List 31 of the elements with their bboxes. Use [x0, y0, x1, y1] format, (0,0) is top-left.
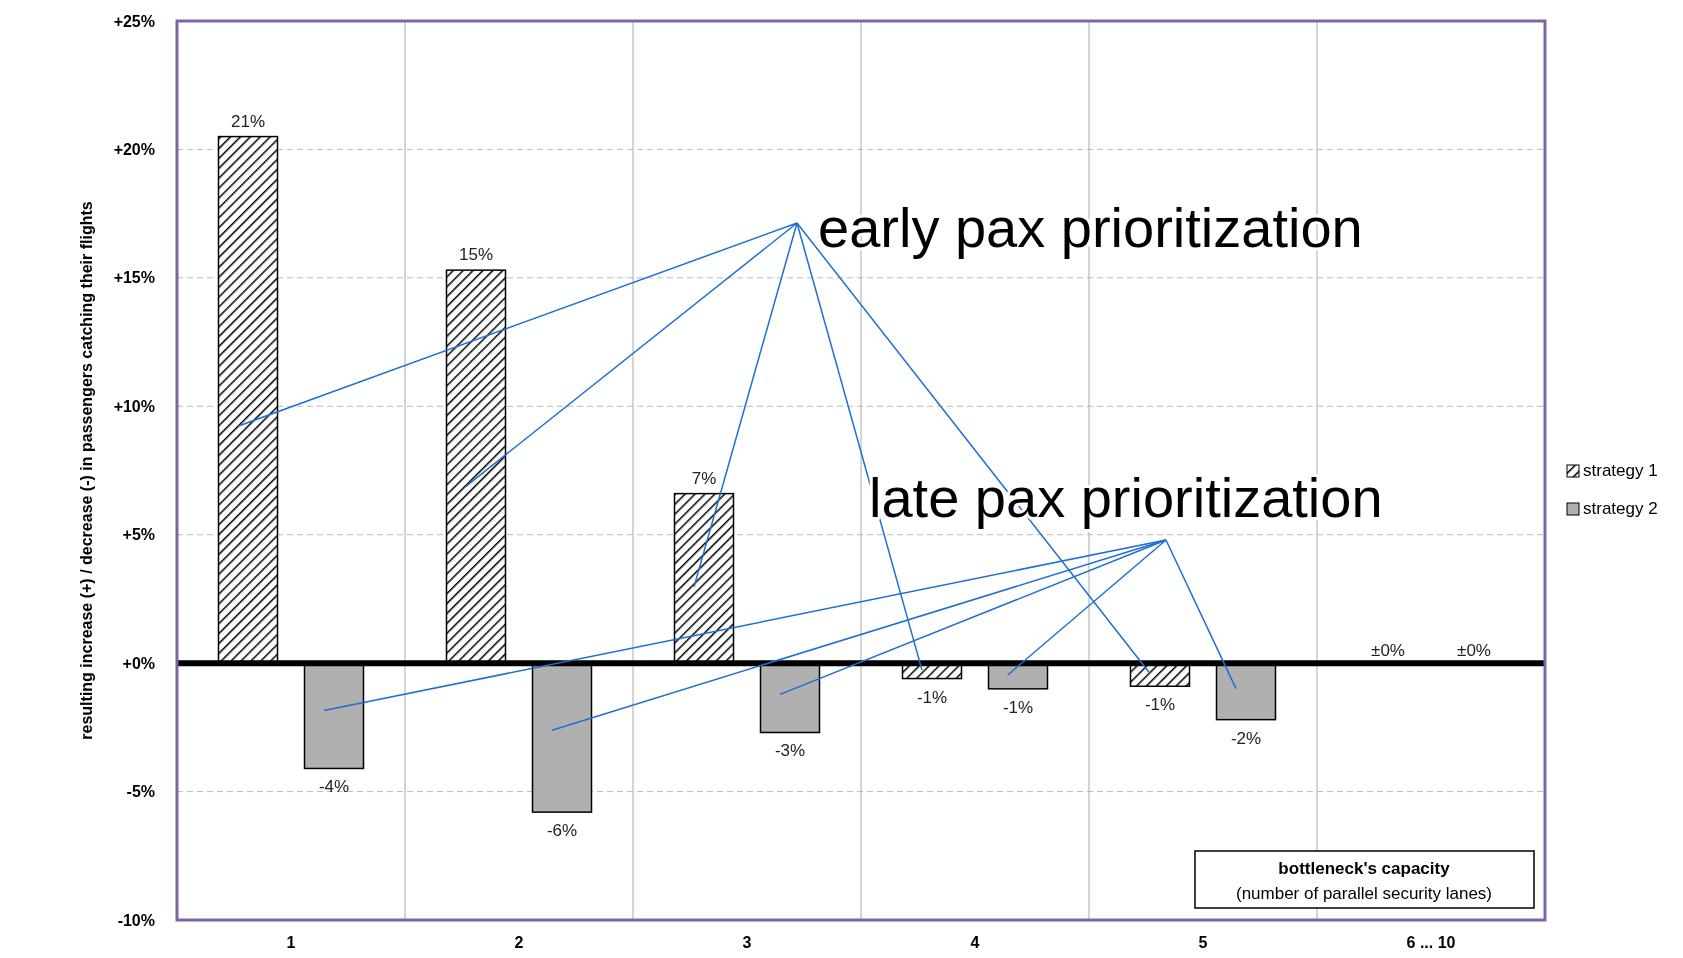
data-label: ±0%: [1457, 641, 1491, 661]
x-tick-label: 4: [970, 934, 980, 951]
y-axis-title: resulting increase (+) / decrease (-) in passengers catching their flights: [78, 201, 95, 740]
data-label: 15%: [458, 245, 494, 265]
legend-label: strategy 2: [1583, 499, 1658, 518]
y-tick-label: +20%: [113, 141, 155, 159]
legend-label: strategy 1: [1583, 461, 1658, 480]
x-axis-title: bottleneck's capacity (number of parallel security lanes): [1235, 859, 1493, 903]
y-tick-label: +15%: [113, 269, 155, 287]
data-label: ±0%: [1371, 641, 1405, 661]
y-tick-label: -10%: [117, 911, 155, 929]
y-tick-label: +25%: [113, 12, 155, 30]
data-label: -1%: [1002, 697, 1034, 717]
y-tick-label: +5%: [122, 526, 155, 544]
x-tick-label: 5: [1198, 934, 1208, 951]
data-label: -1%: [916, 687, 948, 707]
data-label: -3%: [774, 741, 806, 761]
x-tick-label: 3: [742, 934, 752, 951]
data-label: -2%: [1230, 728, 1262, 748]
annotation: early pax prioritization: [818, 196, 1363, 259]
x-tick-label: 1: [286, 934, 296, 951]
x-tick-label: 2: [514, 934, 524, 951]
data-label: 21%: [230, 111, 266, 131]
y-tick-label: +0%: [122, 654, 155, 672]
data-label: -6%: [546, 821, 578, 841]
data-label: 7%: [691, 468, 717, 488]
y-tick-label: +10%: [113, 397, 155, 415]
y-tick-label: -5%: [126, 783, 155, 801]
x-tick-label: 6 ... 10: [1406, 934, 1456, 951]
data-label: -4%: [318, 777, 350, 797]
data-label: -1%: [1144, 695, 1176, 715]
